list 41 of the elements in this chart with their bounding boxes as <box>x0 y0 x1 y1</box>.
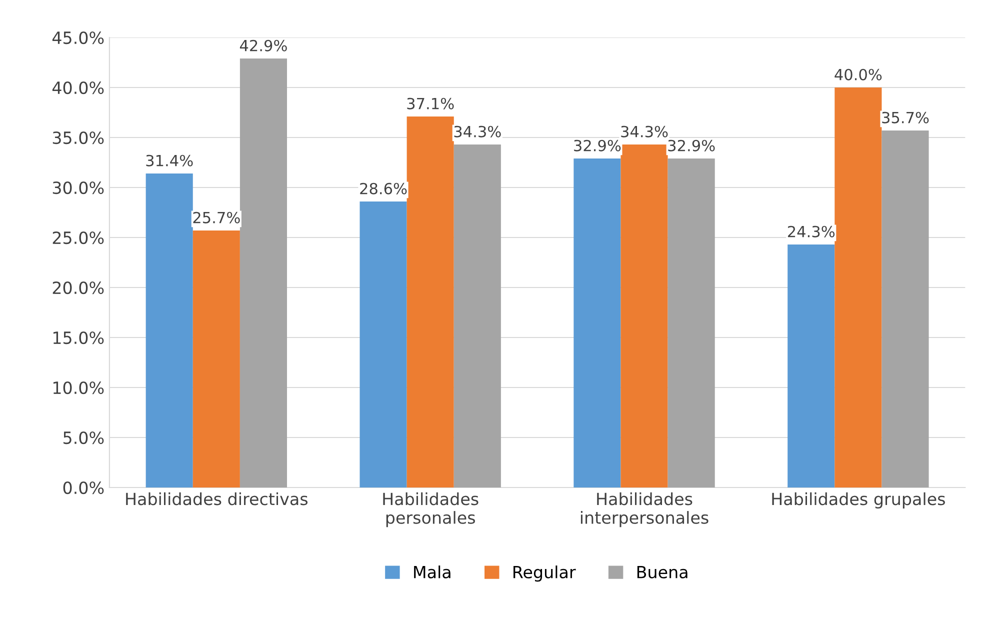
bar <box>240 58 288 488</box>
bar <box>454 144 501 488</box>
y-tick-label: 45.0% <box>52 31 104 44</box>
y-tick-label: 40.0% <box>52 81 104 94</box>
y-tick-label: 25.0% <box>52 231 104 244</box>
x-tick-label: Habilidades interpersonales <box>580 492 708 528</box>
bar <box>406 116 454 488</box>
bar <box>146 174 193 488</box>
data-label: 40.0% <box>834 68 882 80</box>
data-label: 25.7% <box>193 212 240 224</box>
data-label: 35.7% <box>882 112 929 124</box>
y-tick-label: 30.0% <box>52 181 104 194</box>
bar <box>882 130 929 488</box>
bar <box>834 88 882 488</box>
legend-label: Regular <box>514 566 576 582</box>
x-tick-label: Habilidades personales <box>383 492 478 528</box>
data-label: 34.3% <box>454 126 501 138</box>
data-label: 37.1% <box>407 98 454 110</box>
y-tick-label: 10.0% <box>53 381 104 394</box>
bar <box>668 158 715 488</box>
x-tick-label: Habilidades grupales <box>772 492 945 508</box>
bar <box>574 158 621 488</box>
data-label: 28.6% <box>360 182 407 194</box>
bar <box>192 230 240 488</box>
data-label: 42.9% <box>240 40 287 52</box>
data-label: 32.9% <box>574 140 621 152</box>
data-label: 32.9% <box>668 140 715 152</box>
y-tick-label: 20.0% <box>52 281 104 294</box>
data-label: 31.4% <box>146 154 193 166</box>
x-tick-label: Habilidades directivas <box>126 492 308 506</box>
data-label: 24.3% <box>788 226 835 238</box>
legend-label: Mala <box>414 566 450 578</box>
legend-label: Buena <box>637 566 688 578</box>
bar <box>620 144 668 488</box>
bar <box>788 244 835 488</box>
y-tick-label: 5.0% <box>64 431 104 444</box>
y-tick-label: 15.0% <box>53 331 104 344</box>
data-label: 34.3% <box>621 126 668 138</box>
y-tick-label: 0.0% <box>63 481 104 494</box>
y-tick-label: 35.0% <box>52 131 104 144</box>
bar <box>360 202 407 488</box>
